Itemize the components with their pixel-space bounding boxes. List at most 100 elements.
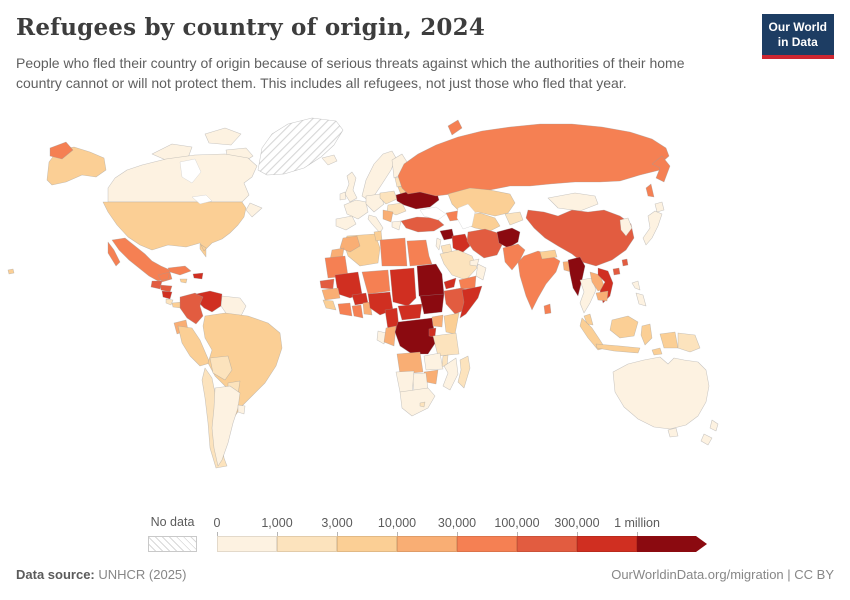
legend-segment-7[interactable] bbox=[637, 536, 707, 552]
region-venezuela[interactable] bbox=[195, 290, 223, 313]
region-greece[interactable] bbox=[391, 220, 402, 231]
region-egypt[interactable] bbox=[406, 239, 433, 267]
region-mongolia[interactable] bbox=[547, 192, 599, 212]
region-uk[interactable] bbox=[344, 171, 358, 203]
region-hokkaido[interactable] bbox=[654, 201, 665, 213]
region-oman[interactable] bbox=[475, 263, 487, 281]
region-uganda[interactable] bbox=[431, 314, 444, 328]
world-choropleth-map[interactable] bbox=[0, 108, 850, 508]
region-afghanistan[interactable] bbox=[496, 227, 521, 249]
legend-segment-4[interactable] bbox=[457, 536, 517, 552]
region-kyrgyz-tajik[interactable] bbox=[504, 211, 524, 226]
region-poland[interactable] bbox=[379, 190, 398, 205]
region-guatemala[interactable] bbox=[150, 280, 163, 290]
region-greenland[interactable] bbox=[257, 117, 344, 176]
region-kamchatka[interactable] bbox=[651, 155, 671, 183]
region-balkans[interactable] bbox=[382, 209, 394, 223]
region-south-sudan[interactable] bbox=[419, 293, 445, 315]
region-morocco[interactable] bbox=[339, 235, 361, 253]
region-uae-qatar[interactable] bbox=[469, 258, 480, 267]
region-novaya-zemlya[interactable] bbox=[447, 119, 463, 136]
region-iceland[interactable] bbox=[321, 154, 338, 166]
region-canada[interactable] bbox=[107, 153, 263, 218]
region-saudi[interactable] bbox=[439, 249, 478, 281]
region-haiti-dominican[interactable] bbox=[192, 272, 204, 280]
region-hainan[interactable] bbox=[612, 267, 621, 276]
legend-segment-5[interactable] bbox=[517, 536, 577, 552]
region-turkey[interactable] bbox=[400, 216, 445, 233]
region-niger[interactable] bbox=[361, 269, 391, 295]
region-chad[interactable] bbox=[389, 267, 417, 307]
no-data-swatch[interactable] bbox=[148, 536, 197, 552]
region-gabon[interactable] bbox=[376, 330, 387, 345]
region-china[interactable] bbox=[525, 209, 635, 267]
region-argentina[interactable] bbox=[211, 385, 241, 467]
region-nz-south[interactable] bbox=[700, 433, 713, 446]
region-korea[interactable] bbox=[619, 217, 633, 237]
region-java[interactable] bbox=[595, 343, 641, 354]
region-west-papua[interactable] bbox=[659, 331, 679, 349]
region-angola[interactable] bbox=[396, 351, 424, 375]
region-chukotka[interactable] bbox=[49, 141, 74, 160]
region-cuba[interactable] bbox=[167, 265, 192, 276]
region-sakhalin[interactable] bbox=[645, 183, 655, 198]
region-france[interactable] bbox=[343, 199, 369, 220]
region-tasmania[interactable] bbox=[667, 427, 679, 438]
region-italy[interactable] bbox=[367, 214, 384, 234]
region-timor[interactable] bbox=[651, 347, 663, 356]
region-jamaica[interactable] bbox=[179, 278, 188, 284]
region-nz-north[interactable] bbox=[709, 419, 719, 432]
region-costa-rica[interactable] bbox=[165, 298, 174, 306]
region-kenya[interactable] bbox=[443, 312, 460, 335]
region-hawaii[interactable] bbox=[7, 268, 15, 275]
region-zambia[interactable] bbox=[423, 352, 444, 371]
region-philippines-north[interactable] bbox=[631, 280, 641, 291]
legend-segment-1[interactable] bbox=[277, 536, 337, 552]
region-malaysia[interactable] bbox=[583, 313, 594, 326]
region-lebanon-israel[interactable] bbox=[435, 237, 442, 251]
region-mexico[interactable] bbox=[111, 237, 173, 283]
region-png[interactable] bbox=[677, 332, 701, 353]
region-congo[interactable] bbox=[383, 325, 397, 347]
region-cote-divoire[interactable] bbox=[337, 302, 353, 317]
region-somalia[interactable] bbox=[459, 285, 483, 319]
region-libya[interactable] bbox=[379, 237, 408, 267]
legend-segment-2[interactable] bbox=[337, 536, 397, 552]
region-baja[interactable] bbox=[107, 241, 121, 267]
region-colombia[interactable] bbox=[179, 292, 204, 325]
legend-segment-6[interactable] bbox=[577, 536, 637, 552]
region-india[interactable] bbox=[517, 250, 561, 311]
region-nepal[interactable] bbox=[539, 249, 558, 260]
region-lesotho[interactable] bbox=[419, 401, 426, 408]
region-russia[interactable] bbox=[397, 123, 670, 197]
legend-segment-0[interactable] bbox=[217, 536, 277, 552]
legend-segment-3[interactable] bbox=[397, 536, 457, 552]
region-senegal[interactable] bbox=[319, 278, 335, 290]
owid-logo[interactable]: Our World in Data bbox=[761, 14, 834, 59]
region-syria[interactable] bbox=[439, 228, 455, 241]
region-sulawesi[interactable] bbox=[640, 323, 653, 346]
region-australia[interactable] bbox=[612, 356, 710, 430]
region-tanzania[interactable] bbox=[432, 332, 460, 357]
credit-link[interactable]: OurWorldinData.org/migration | CC BY bbox=[611, 567, 834, 582]
region-japan[interactable] bbox=[642, 210, 663, 246]
region-myanmar[interactable] bbox=[567, 256, 586, 297]
region-cambodia[interactable] bbox=[595, 290, 609, 302]
region-madagascar[interactable] bbox=[457, 355, 471, 389]
region-germany-central[interactable] bbox=[365, 193, 385, 213]
region-bolivia[interactable] bbox=[209, 355, 233, 381]
region-philippines-south[interactable] bbox=[635, 292, 647, 307]
region-iran[interactable] bbox=[466, 228, 504, 259]
region-borneo[interactable] bbox=[609, 315, 639, 339]
region-usa[interactable] bbox=[102, 201, 247, 258]
region-car[interactable] bbox=[397, 303, 423, 321]
region-uruguay[interactable] bbox=[237, 404, 246, 415]
region-south-africa[interactable] bbox=[399, 387, 436, 417]
region-guinea[interactable] bbox=[321, 287, 341, 301]
region-nicaragua[interactable] bbox=[161, 290, 173, 300]
region-iraq[interactable] bbox=[451, 233, 471, 254]
region-sri-lanka[interactable] bbox=[543, 303, 552, 315]
region-eritrea[interactable] bbox=[443, 277, 457, 290]
region-ghana[interactable] bbox=[351, 304, 364, 319]
region-taiwan[interactable] bbox=[621, 258, 629, 267]
